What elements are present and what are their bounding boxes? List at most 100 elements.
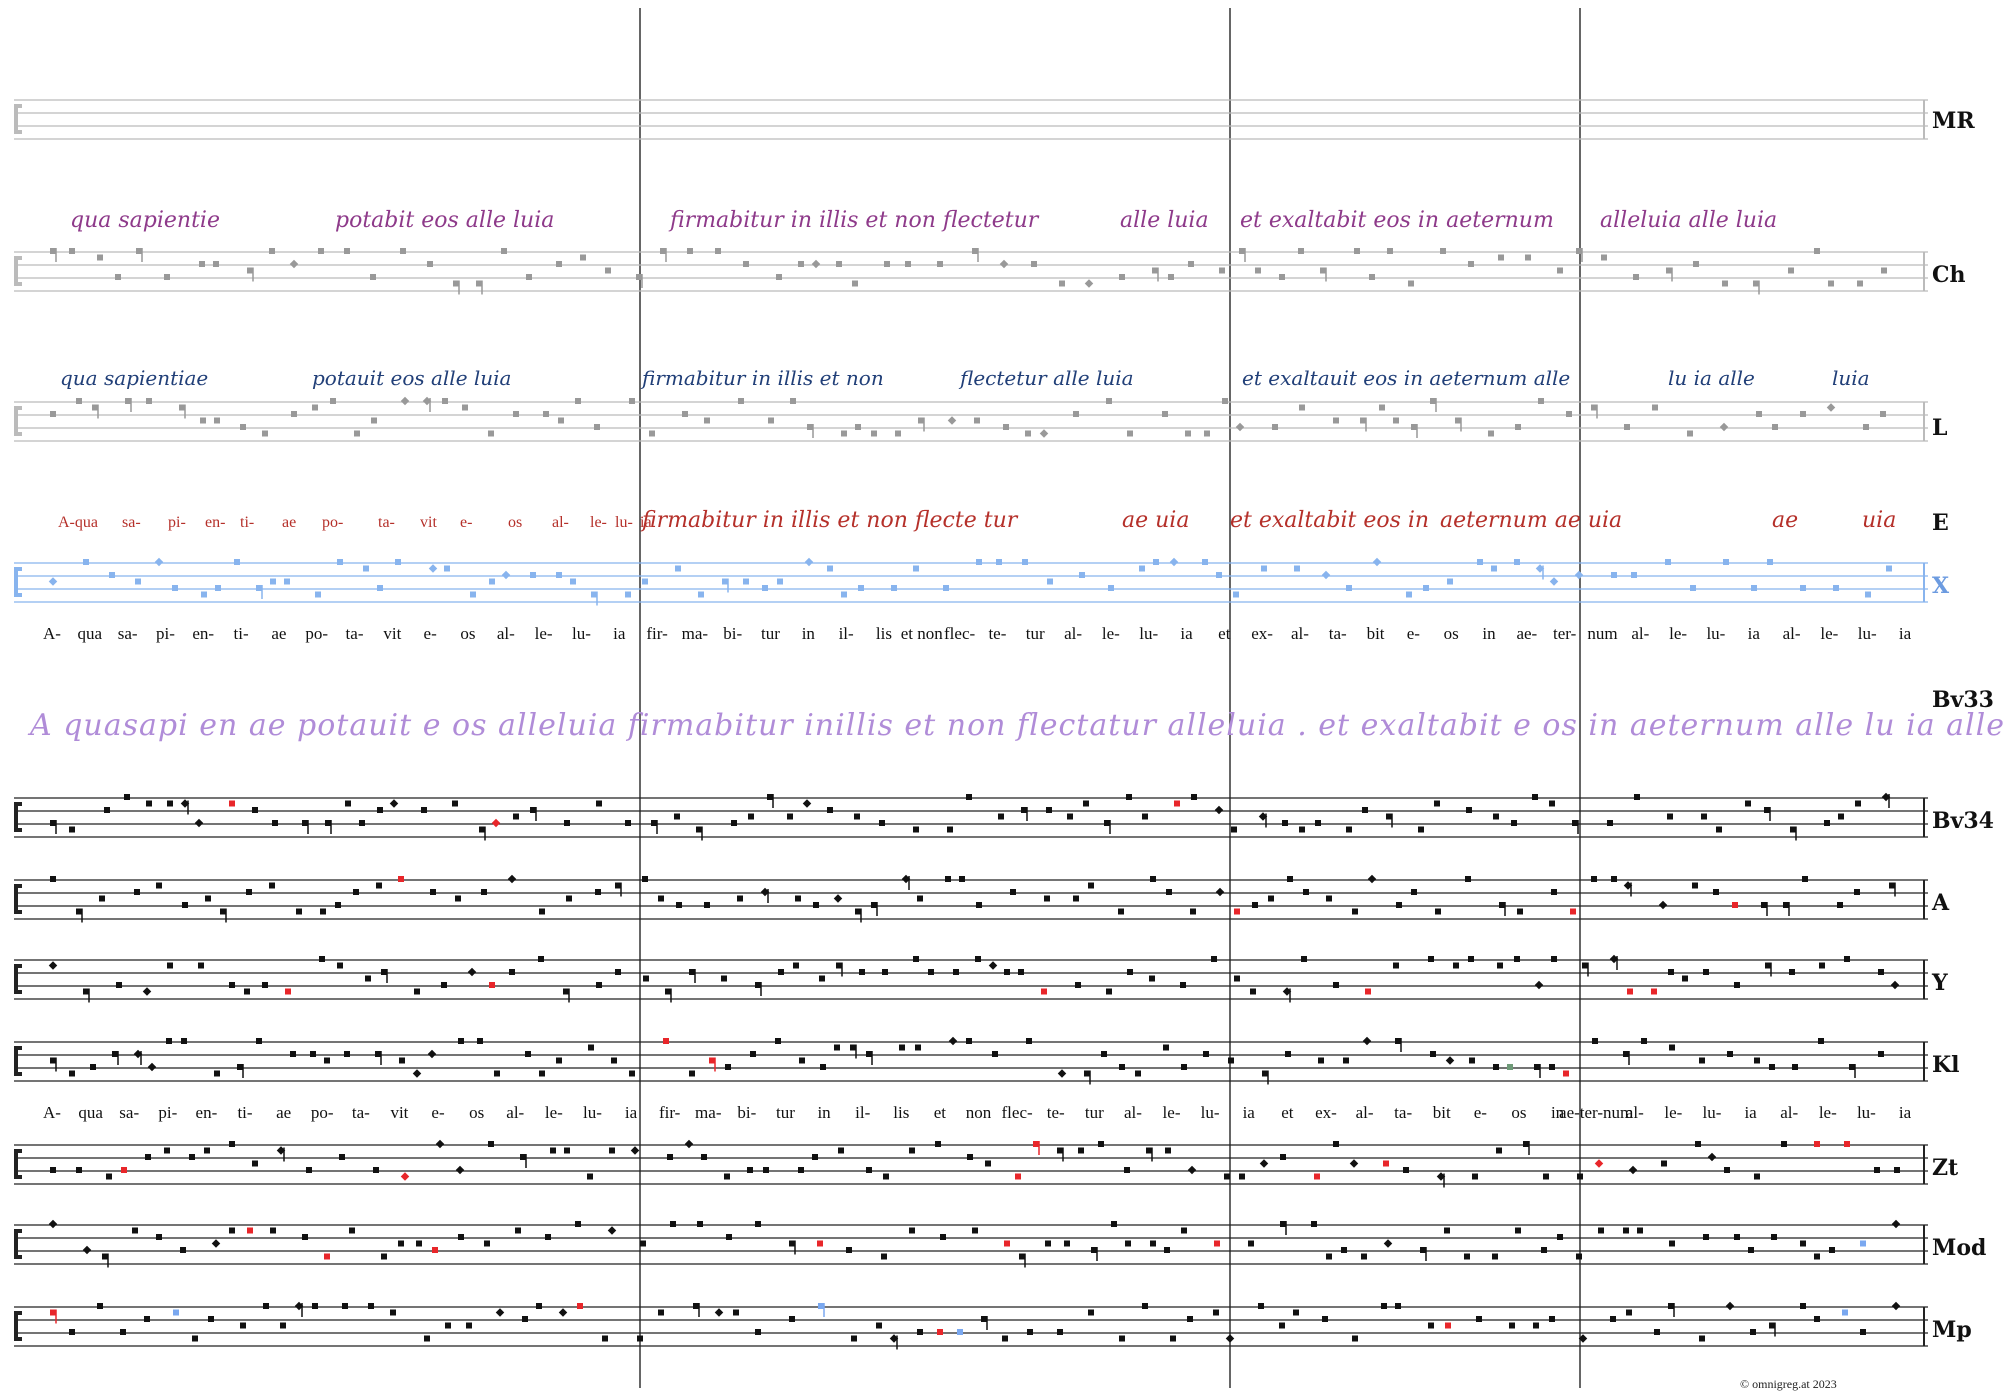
neume-punctum (704, 902, 710, 908)
neume-punctum (375, 1051, 381, 1057)
neume-punctum (957, 1329, 963, 1335)
neume-punctum (570, 578, 576, 585)
neume-punctum (667, 1154, 673, 1160)
neume-punctum (1010, 889, 1016, 895)
neume-punctum (1015, 1173, 1021, 1180)
neume-rhombus (1258, 812, 1268, 821)
neume-punctum (1566, 411, 1572, 417)
neume-punctum (339, 1154, 345, 1160)
neume-punctum (1641, 1038, 1647, 1044)
neume-rhombus (1436, 1172, 1446, 1181)
neume-punctum (682, 411, 688, 417)
neume-punctum (1224, 1173, 1230, 1180)
neume-punctum (1091, 1247, 1097, 1253)
neume-punctum (762, 585, 768, 591)
neume-punctum (125, 398, 131, 404)
neume-punctum (1695, 1141, 1701, 1147)
neume-rhombus (1225, 1334, 1235, 1343)
neume-punctum (1079, 572, 1085, 578)
neume-punctum (855, 424, 861, 430)
neume-rhombus (1349, 1159, 1359, 1168)
neume-punctum (200, 417, 206, 424)
neume-punctum (1824, 820, 1830, 826)
neume-punctum (215, 585, 221, 591)
neume-rhombus (1534, 980, 1544, 990)
neume-punctum (1857, 280, 1863, 287)
lyric-syllable: al- (1355, 1103, 1374, 1122)
neume-punctum (1279, 274, 1285, 280)
neume-punctum (1004, 1240, 1010, 1247)
neume-punctum (1668, 969, 1674, 975)
neume-rhombus (400, 1172, 410, 1181)
lyric-syllable: qua (77, 624, 103, 643)
neume-punctum (611, 1057, 617, 1064)
neume-punctum (1320, 267, 1326, 274)
neume-punctum (1549, 1064, 1555, 1070)
neume-punctum (992, 1051, 998, 1057)
e-syllable-label: os (508, 514, 523, 531)
neume-punctum (698, 591, 704, 598)
lyric-syllable: al- (1631, 624, 1650, 643)
lyric-syllable: lu- (1200, 1103, 1220, 1122)
neume-rhombus (1321, 570, 1331, 580)
neume-rhombus (558, 1308, 568, 1317)
e-syllable-label: pi- (168, 514, 186, 531)
neume-punctum (1088, 882, 1094, 889)
lyric-syllable: pi- (158, 1103, 178, 1122)
neume-punctum (1285, 1051, 1291, 1057)
neume-punctum (1637, 1227, 1643, 1234)
neume-punctum (246, 889, 252, 895)
neume-punctum (1311, 1221, 1317, 1227)
neume-punctum (755, 1221, 761, 1227)
neume-rhombus (495, 1308, 505, 1317)
neume-punctum (315, 591, 321, 598)
neume-punctum (488, 1141, 494, 1147)
neume-punctum (1124, 1167, 1130, 1173)
siglum-mp: Mp (1932, 1317, 1972, 1343)
lyric-syllable: al- (1123, 1103, 1142, 1122)
neume-punctum (1248, 1240, 1254, 1247)
neume-punctum (818, 1303, 824, 1309)
neume-punctum (1188, 261, 1194, 267)
neume-punctum (1493, 813, 1499, 820)
neume-punctum (1075, 982, 1081, 988)
neume-rhombus (422, 396, 432, 406)
neume-punctum (909, 1227, 915, 1234)
lyric-syllable: lu- (1702, 1103, 1722, 1122)
neume-punctum (693, 1303, 699, 1309)
neume-rhombus (507, 874, 517, 884)
neume-rhombus (833, 894, 843, 903)
neume-punctum (1185, 430, 1191, 437)
neume-punctum (937, 1329, 943, 1335)
siglum-x: X (1932, 573, 1950, 599)
neume-punctum (819, 975, 825, 982)
neume-punctum (1298, 248, 1304, 254)
neume-punctum (50, 248, 56, 254)
neume-punctum (204, 1147, 210, 1154)
neume-punctum (550, 1147, 556, 1154)
neume-punctum (345, 800, 351, 807)
neume-punctum (1734, 982, 1740, 988)
neume-punctum (1045, 1240, 1051, 1247)
neume-punctum (1341, 1247, 1347, 1253)
neume-punctum (1064, 1240, 1070, 1247)
staves (14, 99, 1928, 1347)
neume-punctum (1860, 1329, 1866, 1335)
manuscript-phrase: ae uia (1122, 508, 1190, 533)
siglum-kl: Kl (1932, 1052, 1960, 1078)
neume-punctum (1027, 1329, 1033, 1335)
lyric-syllable: le- (1162, 1103, 1181, 1122)
neume-punctum (520, 1154, 526, 1160)
clef-a (14, 884, 22, 914)
lyric-syllable: fir- (658, 1103, 681, 1122)
neume-punctum (368, 1303, 374, 1309)
neume-punctum (1789, 969, 1795, 975)
neume-punctum (1855, 800, 1861, 807)
clef-kl (14, 1046, 22, 1076)
neume-punctum (1551, 956, 1557, 962)
neume-punctum (755, 982, 761, 988)
neume-punctum (1299, 404, 1305, 411)
neume-punctum (704, 417, 710, 424)
neume-punctum (424, 1335, 430, 1342)
neume-punctum (1362, 807, 1368, 813)
